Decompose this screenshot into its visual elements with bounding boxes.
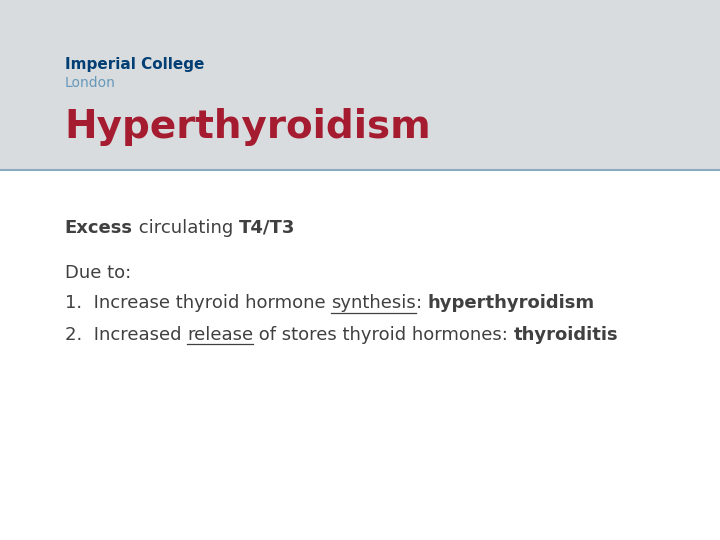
Text: London: London <box>65 76 116 90</box>
Text: :: : <box>416 294 428 312</box>
Text: Hyperthyroidism: Hyperthyroidism <box>65 108 431 146</box>
Text: Imperial College: Imperial College <box>65 57 204 72</box>
Text: 2.  Increased: 2. Increased <box>65 326 187 343</box>
Text: circulating: circulating <box>132 219 239 237</box>
Text: hyperthyroidism: hyperthyroidism <box>428 294 595 312</box>
Text: T4/T3: T4/T3 <box>239 219 295 237</box>
Text: thyroiditis: thyroiditis <box>514 326 618 343</box>
Text: synthesis: synthesis <box>331 294 416 312</box>
Text: release: release <box>187 326 253 343</box>
Text: 1.  Increase thyroid hormone: 1. Increase thyroid hormone <box>65 294 331 312</box>
Text: Excess: Excess <box>65 219 132 237</box>
Text: of stores thyroid hormones:: of stores thyroid hormones: <box>253 326 514 343</box>
Text: Due to:: Due to: <box>65 264 131 281</box>
